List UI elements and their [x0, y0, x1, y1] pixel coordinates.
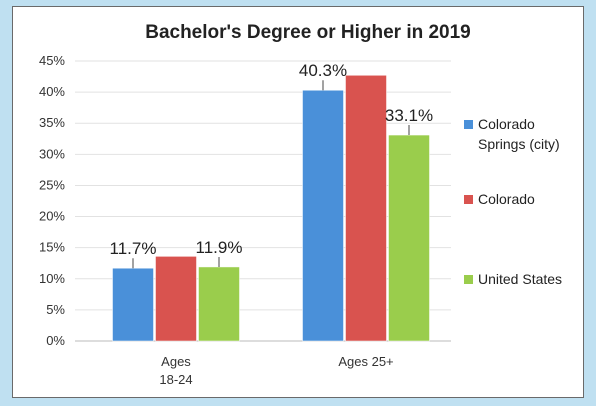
- data-labels: 11.7% 11.9% 40.3% 33.1%: [110, 61, 433, 269]
- legend-label: Colorado: [478, 191, 535, 207]
- legend-swatch: [464, 120, 473, 129]
- bar: [388, 134, 430, 342]
- x-category-label: Ages 25+: [338, 354, 393, 369]
- bars: [112, 75, 430, 342]
- y-tick-label: 25%: [39, 177, 65, 192]
- legend-label: Springs (city): [478, 136, 560, 152]
- bar: [112, 267, 154, 342]
- data-label: 33.1%: [385, 106, 433, 125]
- bar-chart: Bachelor's Degree or Higher in 2019 0% 5%…: [39, 22, 562, 387]
- legend-label: United States: [478, 271, 562, 287]
- x-axis: Ages 18-24 Ages 25+: [159, 354, 393, 387]
- y-tick-label: 40%: [39, 84, 65, 99]
- y-tick-label: 20%: [39, 209, 65, 224]
- y-tick-label: 5%: [46, 302, 65, 317]
- legend-label: Colorado: [478, 116, 535, 132]
- y-tick-label: 30%: [39, 146, 65, 161]
- x-category-label: 18-24: [159, 372, 192, 387]
- y-tick-label: 35%: [39, 115, 65, 130]
- bar: [198, 266, 240, 342]
- y-tick-label: 0%: [46, 333, 65, 348]
- x-category-label: Ages: [161, 354, 191, 369]
- y-tick-label: 45%: [39, 53, 65, 68]
- legend-swatch: [464, 275, 473, 284]
- bar: [155, 256, 197, 342]
- data-label: 11.9%: [196, 238, 243, 257]
- legend-swatch: [464, 195, 473, 204]
- y-axis: 0% 5% 10% 15% 20% 25% 30% 35% 40% 45%: [39, 53, 65, 348]
- bar: [345, 75, 387, 342]
- data-label: 40.3%: [299, 61, 347, 80]
- bar: [302, 89, 344, 342]
- y-tick-label: 15%: [39, 240, 65, 255]
- chart-container: Bachelor's Degree or Higher in 2019 0% 5%…: [12, 6, 584, 398]
- data-label: 11.7%: [110, 239, 157, 258]
- legend: Colorado Springs (city) Colorado United Sta…: [464, 116, 562, 287]
- y-tick-label: 10%: [39, 271, 65, 286]
- chart-title: Bachelor's Degree or Higher in 2019: [145, 22, 471, 43]
